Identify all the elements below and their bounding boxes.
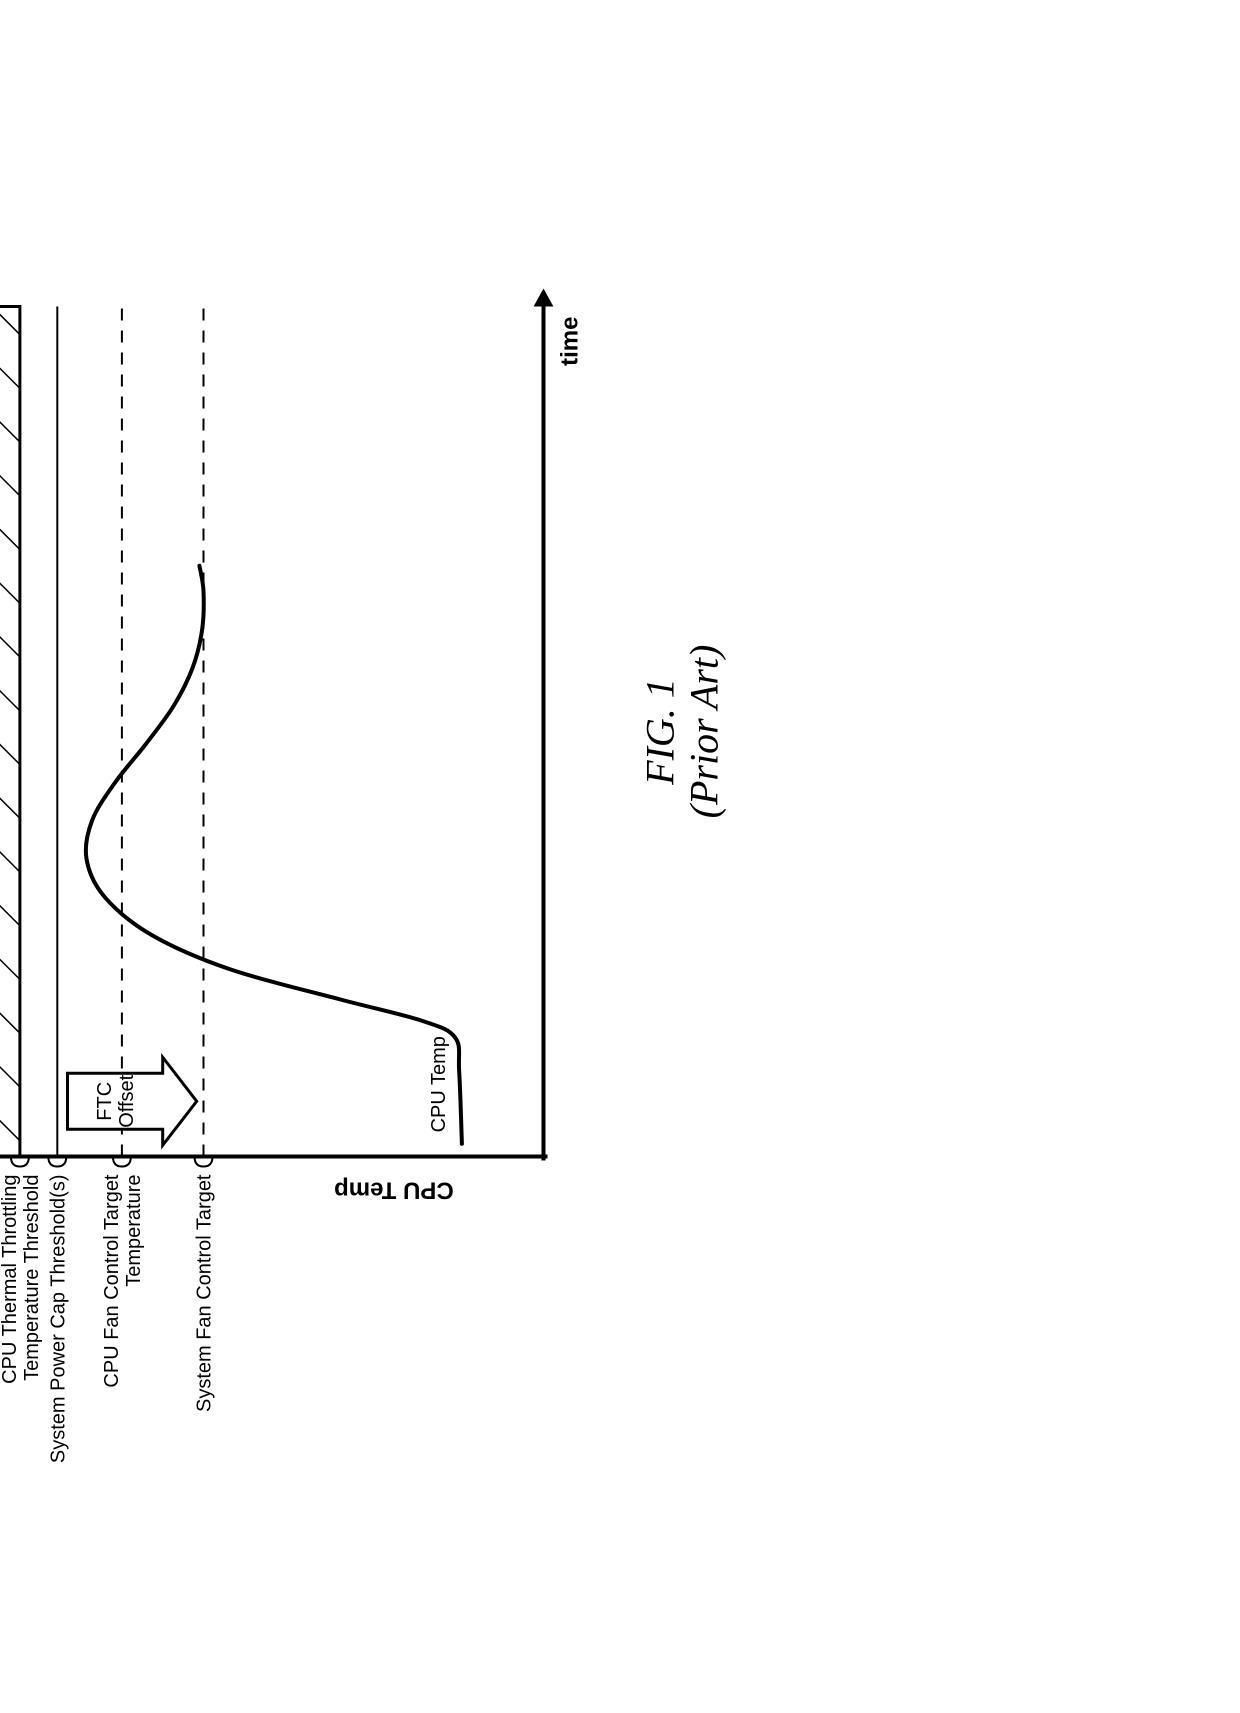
x-axis-arrow-icon — [534, 289, 554, 307]
thermal-warning-region — [0, 307, 20, 1157]
chart-rotated-group: Thermal Throttling/Critical TemperatureW… — [0, 289, 727, 1464]
ftc-offset-label-2: Offset — [116, 1074, 138, 1127]
threshold-label-throttle-1: CPU Thermal Throttling — [0, 1175, 21, 1384]
ftc-offset-label-1: FTC — [94, 1082, 116, 1121]
threshold-label-sys_fan_tgt-1: System Fan Control Target — [194, 1174, 216, 1412]
figure-svg: Thermal Throttling/Critical TemperatureW… — [0, 0, 1240, 1713]
figure-caption-line1: FIG. 1 — [638, 678, 683, 786]
threshold-label-powercap-1: System Power Cap Threshold(s) — [47, 1175, 69, 1464]
y-axis-label: CPU Temp — [334, 1177, 454, 1204]
cpu-temp-curve — [86, 566, 462, 1144]
x-axis-label: time — [557, 317, 584, 366]
figure-caption-line2: (Prior Art) — [682, 645, 727, 819]
threshold-label-cpu_fan_tgt-2: Temperature — [123, 1175, 145, 1287]
cpu-temp-curve-label: CPU Temp — [428, 1036, 450, 1132]
threshold-label-throttle-2: Temperature Threshold — [21, 1175, 43, 1381]
threshold-label-cpu_fan_tgt-1: CPU Fan Control Target — [101, 1174, 123, 1388]
